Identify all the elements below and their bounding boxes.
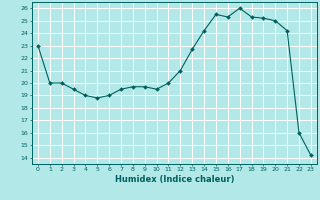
X-axis label: Humidex (Indice chaleur): Humidex (Indice chaleur) (115, 175, 234, 184)
